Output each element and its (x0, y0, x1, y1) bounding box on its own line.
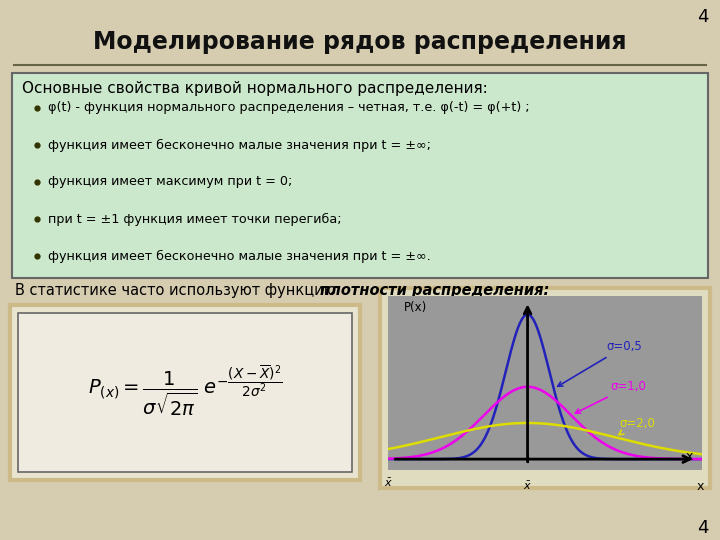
Text: σ=1,0: σ=1,0 (575, 380, 647, 413)
Text: $\bar{x}$: $\bar{x}$ (523, 480, 532, 492)
Text: x: x (685, 450, 693, 463)
Text: функция имеет бесконечно малые значения при t = ±∞.: функция имеет бесконечно малые значения … (48, 249, 431, 262)
Text: плотности распределения:: плотности распределения: (320, 282, 549, 298)
FancyBboxPatch shape (18, 313, 352, 472)
Text: функция имеет бесконечно малые значения при t = ±∞;: функция имеет бесконечно малые значения … (48, 138, 431, 152)
Text: σ=0,5: σ=0,5 (558, 340, 642, 386)
Text: В статистике часто используют функцию: В статистике часто используют функцию (15, 282, 341, 298)
Text: Основные свойства кривой нормального распределения:: Основные свойства кривой нормального рас… (22, 82, 487, 97)
FancyBboxPatch shape (10, 305, 360, 480)
Text: при t = ±1 функция имеет точки перегиба;: при t = ±1 функция имеет точки перегиба; (48, 212, 341, 226)
FancyBboxPatch shape (12, 73, 708, 278)
Text: 4: 4 (697, 519, 708, 537)
Text: функция имеет максимум при t = 0;: функция имеет максимум при t = 0; (48, 176, 292, 188)
Text: $\bar{x}$: $\bar{x}$ (384, 477, 392, 489)
Text: 4: 4 (697, 8, 708, 26)
Text: Моделирование рядов распределения: Моделирование рядов распределения (93, 30, 627, 54)
Text: σ=2,0: σ=2,0 (618, 416, 655, 435)
Text: P(x): P(x) (404, 301, 427, 314)
Text: φ(t) - функция нормального распределения – четная, т.е. φ(-t) = φ(+t) ;: φ(t) - функция нормального распределения… (48, 102, 530, 114)
FancyBboxPatch shape (380, 288, 710, 488)
Text: $P_{(x)} = \dfrac{1}{\sigma\sqrt{2\pi}}\; e^{-\dfrac{(X-\overline{X})^2}{2\sigma: $P_{(x)} = \dfrac{1}{\sigma\sqrt{2\pi}}\… (88, 363, 282, 417)
Text: x: x (696, 480, 703, 493)
